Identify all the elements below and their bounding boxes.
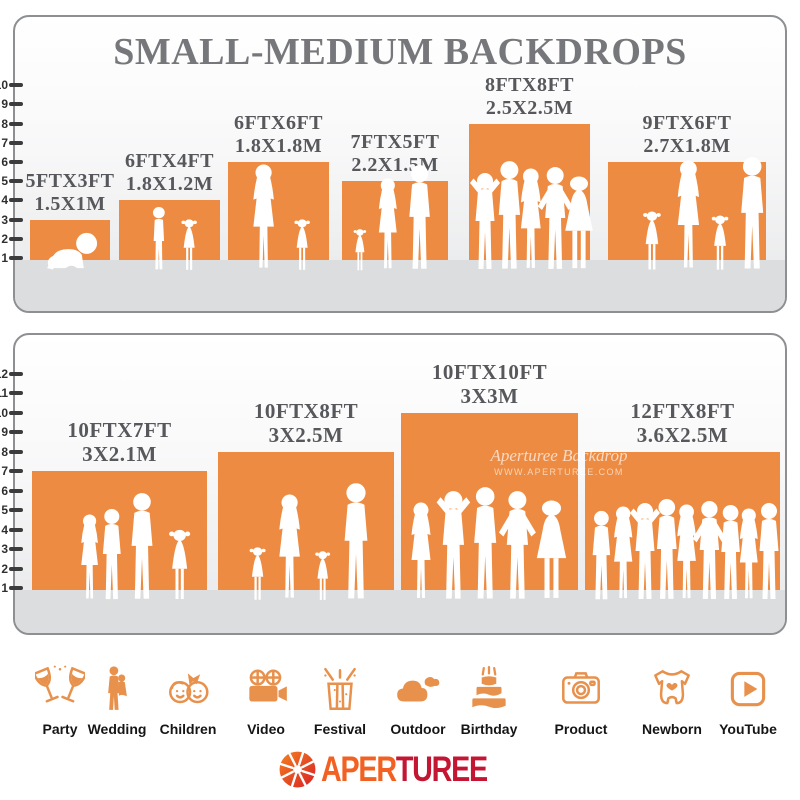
category-festival: Festival <box>292 664 388 737</box>
category-children: Children <box>140 664 236 737</box>
category-label: Children <box>159 721 217 737</box>
category-party: Party <box>12 664 108 737</box>
category-youtube: YouTube <box>700 664 796 737</box>
category-label: Outdoor <box>390 721 446 737</box>
category-outdoor: Outdoor <box>370 664 466 737</box>
category-label: Festival <box>313 721 367 737</box>
video-camera-icon <box>249 669 287 702</box>
party-glasses-icon <box>35 665 85 703</box>
logo-text-right: TUREE <box>395 749 488 789</box>
category-wedding: Wedding <box>69 664 165 737</box>
category-label: Newborn <box>642 721 702 737</box>
category-product: Product <box>533 664 629 737</box>
product-camera-icon <box>562 672 600 704</box>
page-title: SMALL-MEDIUM BACKDROPS <box>113 31 687 73</box>
newborn-onesie-icon <box>654 670 690 705</box>
category-newborn: Newborn <box>624 664 720 737</box>
festival-gift-icon <box>324 667 356 711</box>
logo-wordmark: APERTUREE <box>320 749 488 790</box>
category-label: Video <box>247 721 285 737</box>
outdoor-clouds-icon <box>397 677 440 702</box>
category-label: Wedding <box>87 721 147 737</box>
category-birthday: Birthday <box>441 664 537 737</box>
category-label: YouTube <box>719 721 777 737</box>
logo-text-left: APER <box>320 749 397 789</box>
youtube-play-icon <box>730 671 766 707</box>
category-label: Party <box>42 721 78 737</box>
children-faces-icon <box>169 673 209 704</box>
category-video: Video <box>218 664 314 737</box>
birthday-cake-icon <box>472 665 506 709</box>
wedding-couple-icon <box>108 666 127 710</box>
category-label: Birthday <box>460 721 518 737</box>
category-label: Product <box>554 721 608 737</box>
brand-logo: APERTUREE <box>0 749 800 790</box>
top-panel-floor <box>15 260 785 311</box>
aperture-shutter-icon <box>278 751 316 788</box>
